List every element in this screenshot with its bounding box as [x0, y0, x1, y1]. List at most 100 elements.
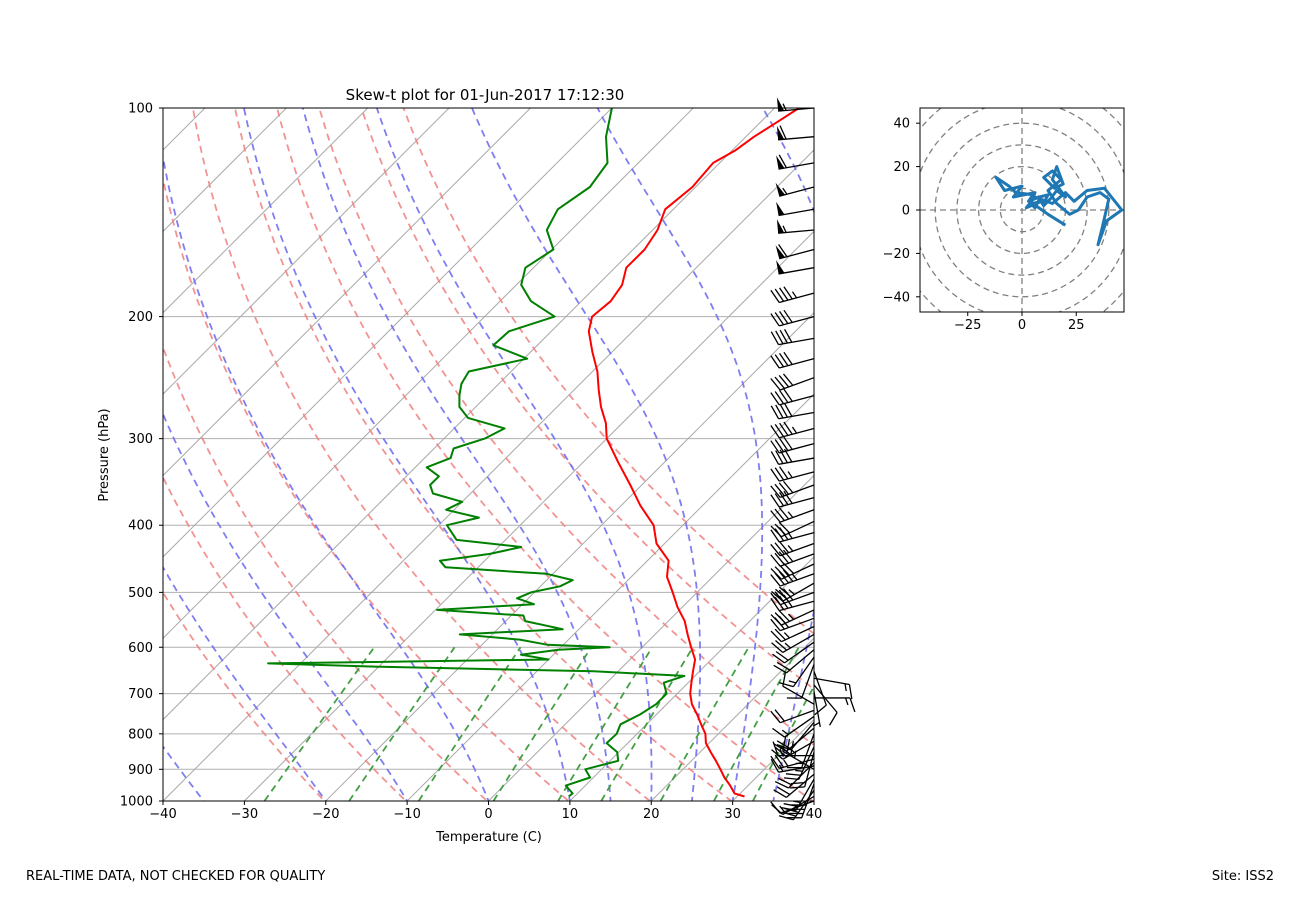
wind-barb [775, 244, 815, 260]
hodograph-y-tick-label: 0 [902, 204, 910, 219]
wind-barb [775, 182, 815, 197]
moist-adiabat-line [302, 108, 612, 801]
wind-barb [770, 466, 815, 482]
hodograph-range-ring [956, 144, 1088, 276]
y-tick-label: 800 [128, 727, 153, 742]
isotherm-line [325, 312, 814, 801]
chart-title: Skew-t plot for 01-Jun-2017 17:12:30 [346, 86, 625, 104]
wind-barb [773, 773, 815, 798]
x-tick-label: 20 [643, 807, 660, 822]
y-tick-label: 900 [128, 763, 153, 778]
temperature-trace [587, 108, 800, 798]
wind-barb [770, 507, 815, 523]
wind-barb [771, 582, 815, 602]
skewt-panel: −40 −30 −20 −10 0 10 20 30 40 100090080070060050… [97, 86, 1300, 845]
hodograph-y-tick-label: −40 [883, 290, 910, 305]
hodograph-axes: −25 0 25 −40 −20 0 20 40 [883, 117, 1085, 333]
y-tick-label: 700 [128, 687, 153, 702]
hodograph-y-tick-label: 20 [893, 160, 910, 175]
wind-barb [776, 721, 815, 751]
skewt-axes-frame [162, 107, 815, 802]
isotherm-line [895, 108, 1300, 801]
wind-barb [771, 740, 815, 760]
wind-barb [786, 733, 815, 769]
isotherm-line [650, 637, 814, 801]
wind-barb [772, 641, 815, 664]
dry-adiabat-line [163, 344, 489, 801]
x-tick-label: −10 [393, 807, 420, 822]
wind-barb [770, 540, 815, 557]
wind-barb [771, 633, 815, 654]
isotherm-line [163, 108, 369, 314]
hodograph-x-tick-label: 25 [1068, 318, 1085, 333]
wind-barb [770, 329, 815, 346]
wind-barb [770, 520, 815, 538]
mixing-ratio-line [713, 646, 800, 801]
x-tick-label: −30 [231, 807, 258, 822]
wind-barb [770, 609, 815, 626]
hodograph-trace [994, 165, 1124, 247]
dry-adiabat-line [163, 175, 571, 801]
skewt-dry-adiabats [163, 108, 814, 801]
hodograph-x-tick-label: −25 [954, 318, 981, 333]
moist-adiabat-line [243, 108, 571, 801]
wind-barb [770, 421, 815, 439]
x-tick-label: 30 [724, 807, 741, 822]
isotherm-line [569, 556, 814, 801]
isotherm-line [163, 108, 287, 233]
moist-adiabat-line [471, 108, 701, 801]
hodograph-panel: −25 0 25 −40 −20 0 20 40 [883, 107, 1125, 333]
wind-barb [770, 549, 815, 567]
isotherm-line [163, 149, 814, 801]
y-tick-label: 400 [128, 519, 153, 534]
wind-barb [770, 309, 815, 327]
x-tick-label: −20 [312, 807, 339, 822]
wind-barb [770, 625, 815, 643]
isotherm-line [244, 230, 814, 801]
moist-adiabat-line [163, 744, 205, 801]
wind-barb [778, 656, 815, 688]
isotherm-line [488, 474, 814, 801]
wind-barb [770, 436, 815, 454]
wind-barb [786, 664, 815, 699]
mixing-ratio-line [492, 646, 593, 801]
isotherm-line [163, 108, 694, 639]
mixing-ratio-line [752, 684, 814, 801]
dry-adiabat-line [276, 108, 814, 801]
y-tick-label: 600 [128, 641, 153, 656]
mixing-ratio-line [600, 646, 694, 801]
skewt-x-axis: −40 −30 −20 −10 0 10 20 30 40 [149, 801, 822, 822]
x-tick-label: −40 [149, 807, 176, 822]
wind-barb [770, 480, 815, 498]
x-tick-label: 0 [484, 807, 492, 822]
hodograph-x-tick-label: 0 [1018, 318, 1026, 333]
site-label: Site: ISS2 [1211, 869, 1274, 884]
wind-barb [813, 671, 827, 716]
x-tick-label: 10 [562, 807, 579, 822]
y-tick-label: 1000 [120, 795, 153, 810]
wind-barb [783, 746, 815, 781]
wind-barb [776, 97, 815, 112]
wind-barb [776, 219, 815, 234]
dry-adiabat-line [402, 108, 814, 635]
mixing-ratio-line [659, 646, 750, 801]
wind-barb [772, 715, 815, 738]
wind-barb [776, 154, 815, 170]
isotherm-line [406, 393, 814, 801]
moist-adiabat-line [163, 565, 327, 801]
wind-barb [770, 286, 815, 304]
isotherm-line [813, 800, 814, 801]
dry-adiabat-line [360, 108, 814, 691]
isotherm-line [732, 718, 814, 801]
hodograph-y-tick-label: −20 [883, 247, 910, 262]
y-tick-label: 200 [128, 310, 153, 325]
dry-adiabat-line [318, 108, 814, 747]
wind-barb [776, 260, 815, 275]
isotherm-line [163, 108, 531, 477]
wind-barb [770, 527, 815, 543]
wind-barb [770, 490, 815, 508]
wind-barb [781, 778, 815, 811]
isotherm-line [163, 108, 450, 395]
wind-barb [770, 373, 815, 391]
